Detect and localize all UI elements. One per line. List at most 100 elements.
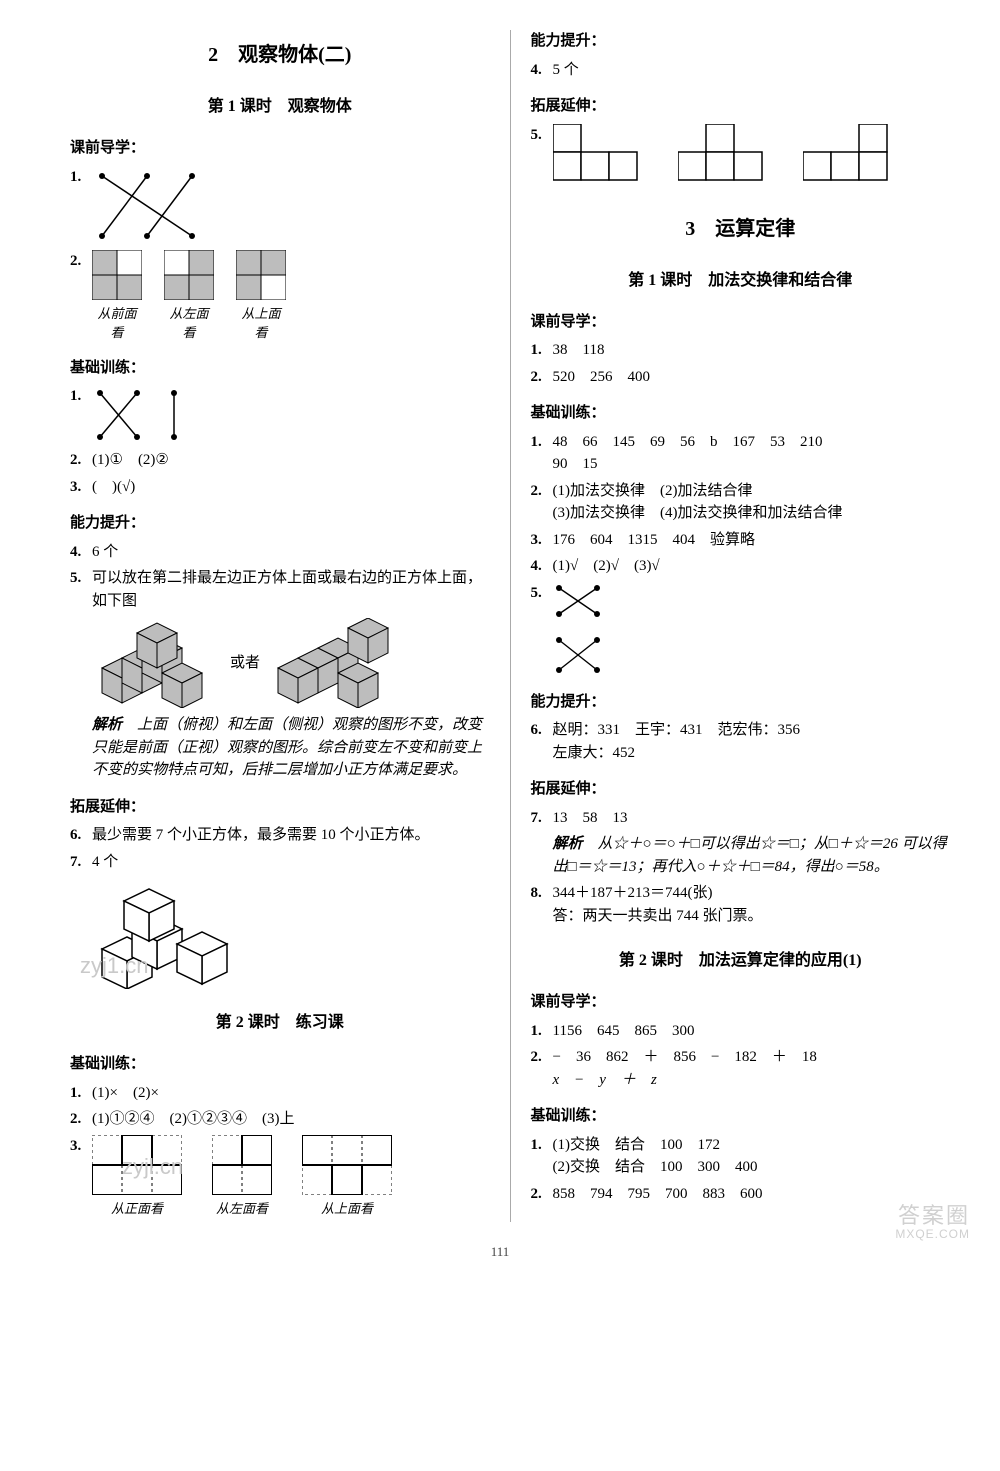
item-number: 1. (531, 1134, 553, 1157)
l2p2-text-a: − 36 862 ＋ 856 − 182 ＋ 18 (553, 1046, 817, 1069)
basic3-text: ( )(√) (92, 476, 135, 499)
dashed-grid-icon (212, 1135, 272, 1195)
section-pre: 课前导学： (531, 991, 951, 1014)
b1-text-a: 48 66 145 69 56 b 167 53 210 (553, 431, 823, 454)
l2p1-text: 1156 645 865 300 (553, 1020, 695, 1043)
item-number: 8. (531, 882, 553, 905)
b3-text: 176 604 1315 404 验算略 (553, 529, 756, 552)
lesson2-heading: 第 2 课时 练习课 (70, 1011, 490, 1035)
item-number: 6. (531, 719, 553, 742)
watermark-icon: zyjl.cn (122, 1150, 183, 1183)
b1-text-b: 90 15 (553, 453, 823, 476)
section-basic: 基础训练： (531, 402, 951, 425)
section-basic: 基础训练： (531, 1105, 951, 1128)
section-pre: 课前导学： (531, 311, 951, 334)
dashed-grid-icon (302, 1135, 392, 1195)
item-number: 2. (70, 1108, 92, 1131)
item-number: 3. (70, 1135, 92, 1158)
e7-text: 13 58 13 (553, 807, 628, 830)
section-pre: 课前导学： (70, 137, 490, 160)
section-basic: 基础训练： (70, 1053, 490, 1076)
cross-match-icon (92, 385, 182, 445)
grid-caption: 从上面看 (302, 1199, 392, 1219)
pre2-text: 520 256 400 (553, 366, 651, 389)
pre2: 2. (70, 250, 490, 343)
l2b2-text: (1)①②④ (2)①②③④ (3)上 (92, 1108, 294, 1131)
item-number: 7. (531, 807, 553, 830)
grid-caption: 从前面看 (92, 304, 142, 343)
pre1: 1. (70, 166, 490, 246)
l2b1-text-b: (2)交换 结合 100 300 400 (553, 1156, 758, 1179)
item-number: 4. (70, 541, 92, 564)
a4-text: 6 个 (92, 541, 118, 564)
basic1: 1. (70, 385, 490, 445)
left-column: 2 观察物体(二) 第 1 课时 观察物体 课前导学： 1. 2. (60, 30, 510, 1222)
lesson1-heading: 第 1 课时 观察物体 (70, 95, 490, 119)
section-basic: 基础训练： (70, 357, 490, 380)
b2-text-b: (3)加法交换律 (4)加法交换律和加法结合律 (553, 502, 843, 525)
L-shape-icon (553, 124, 638, 184)
pre1-text: 38 118 (553, 339, 605, 362)
item-number: 5. (70, 567, 92, 590)
lesson2-heading: 第 2 课时 加法运算定律的应用(1) (531, 949, 951, 973)
l2b1-text-a: (1)交换 结合 100 172 (553, 1134, 758, 1157)
lesson1-heading: 第 1 课时 加法交换律和结合律 (531, 269, 951, 293)
cubes-icon (268, 618, 398, 708)
grid-icon (92, 250, 142, 300)
exp-text: 从☆＋○＝○＋□可以得出☆＝□；从□＋☆＝26 可以得出□＝☆＝13；再代入○＋… (553, 836, 947, 875)
grid-icon (236, 250, 286, 300)
cubes-icon (92, 618, 222, 708)
b2-text-a: (1)加法交换律 (2)加法结合律 (553, 480, 843, 503)
item-number: 2. (531, 1046, 553, 1069)
grid-caption: 从左面看 (212, 1199, 272, 1219)
item-number: 7. (70, 851, 92, 874)
item-number: 1. (531, 431, 553, 454)
section-ext: 拓展延伸： (70, 796, 490, 819)
right-column: 能力提升： 4.5 个 拓展延伸： 5. (510, 30, 961, 1222)
section-ext: 拓展延伸： (531, 778, 951, 801)
e8-text-a: 344＋187＋213＝744(张) (553, 882, 763, 905)
item-number: 2. (70, 449, 92, 472)
section-ability: 能力提升： (70, 512, 490, 535)
section-ext: 拓展延伸： (531, 95, 951, 118)
watermark-icon: zyj1.cn (80, 949, 148, 982)
item-number: 4. (531, 59, 553, 82)
grid-caption: 从正面看 (92, 1199, 182, 1219)
exp-text: 上面（俯视）和左面（侧视）观察的图形不变，改变只能是前面（正视）观察的图形。综合… (92, 717, 482, 778)
l2b2-text: 858 794 795 700 883 600 (553, 1183, 763, 1206)
item-number: 2. (531, 366, 553, 389)
a5-explanation: 解析 上面（俯视）和左面（侧视）观察的图形不变，改变只能是前面（正视）观察的图形… (70, 714, 490, 782)
item-number: 4. (531, 555, 553, 578)
section-ability: 能力提升： (531, 691, 951, 714)
grid-icon (164, 250, 214, 300)
e8-text-b: 答：两天一共卖出 744 张门票。 (553, 905, 763, 928)
item-number: 1. (531, 1020, 553, 1043)
a4-text: 5 个 (553, 59, 579, 82)
page-number: 111 (0, 1242, 1000, 1262)
l2p2-text-b: x − y ＋ z (553, 1069, 817, 1092)
item-number: 2. (531, 480, 553, 503)
item-number: 1. (70, 1082, 92, 1105)
e7-text: 4 个 (92, 851, 118, 874)
a6-text-a: 赵明：331 王宇：431 范宏伟：356 (553, 719, 801, 742)
item-number: 1. (70, 166, 92, 189)
wm-top: 答案圈 (898, 1203, 970, 1228)
e5: 5. (531, 124, 951, 184)
exp-label: 解析 (553, 836, 583, 852)
or-label: 或者 (230, 652, 260, 675)
e6-text: 最少需要 7 个小正方体，最多需要 10 个小正方体。 (92, 824, 430, 847)
a5-text: 可以放在第二排最左边正方体上面或最右边的正方体上面，如下图 (92, 567, 490, 612)
basic2-text: (1)① (2)② (92, 449, 169, 472)
e7-explanation: 解析 从☆＋○＝○＋□可以得出☆＝□；从□＋☆＝26 可以得出□＝☆＝13；再代… (531, 833, 951, 878)
l2b1-text: (1)× (2)× (92, 1082, 159, 1105)
grid-caption: 从上面看 (236, 304, 286, 343)
b4-text: (1)√ (2)√ (3)√ (553, 555, 660, 578)
exp-label: 解析 (92, 717, 122, 733)
T-shape-icon (678, 124, 763, 184)
item-number: 3. (70, 476, 92, 499)
item-number: 6. (70, 824, 92, 847)
l2b3: 3. (70, 1135, 490, 1219)
item-number: 3. (531, 529, 553, 552)
section-ability: 能力提升： (531, 30, 951, 53)
item-number: 5. (531, 582, 553, 605)
